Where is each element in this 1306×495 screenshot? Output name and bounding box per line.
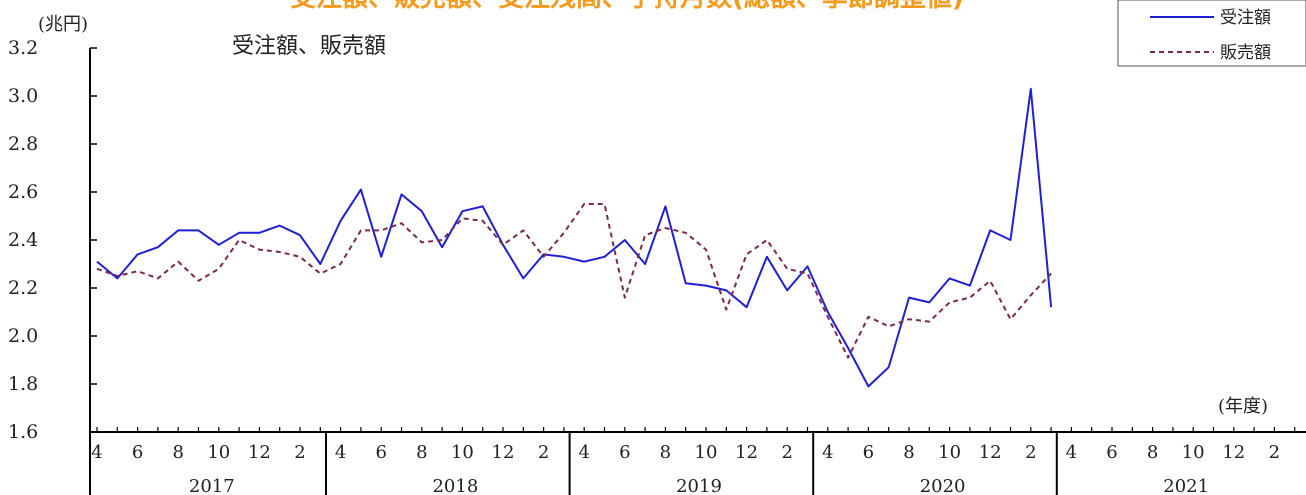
legend-label-orders: 受注額 [1220,8,1271,28]
y-tick-label: 1.6 [8,421,38,443]
x-year-label: 2019 [676,476,722,495]
x-month-label: 6 [619,442,630,463]
legend-box [1117,0,1306,67]
x-month-label: 8 [172,442,183,463]
x-month-label: 12 [1222,442,1245,463]
x-month-label: 2 [538,442,549,463]
y-unit-label: (兆円) [38,14,88,35]
x-month-label: 6 [863,442,874,463]
x-month-label: 12 [735,442,758,463]
y-tick-label: 2.4 [8,229,38,251]
x-month-label: 12 [492,442,515,463]
x-year-label: 2021 [1163,476,1209,495]
x-month-label: 8 [660,442,671,463]
x-month-label: 4 [1066,442,1077,463]
x-year-label: 2020 [920,476,966,495]
y-tick-label: 2.0 [8,325,38,347]
x-month-label: 8 [1147,442,1158,463]
x-month-label: 6 [132,442,143,463]
x-month-label: 4 [822,442,833,463]
x-month-label: 8 [903,442,914,463]
x-year-label: 2018 [432,476,478,495]
x-month-label: 10 [938,442,961,463]
x-month-label: 10 [695,442,718,463]
y-tick-label: 2.8 [8,133,38,155]
chart-title: 受注額、販売額 [232,34,386,59]
x-month-label: 4 [91,442,102,463]
x-month-label: 6 [1106,442,1117,463]
y-tick-label: 3.2 [8,37,38,59]
x-month-label: 4 [578,442,589,463]
x-month-label: 8 [416,442,427,463]
x-month-label: 12 [248,442,271,463]
x-unit-label: (年度) [1218,396,1268,417]
x-month-label: 2 [1269,442,1280,463]
legend-label-sales: 販売額 [1220,43,1271,63]
x-month-label: 4 [335,442,346,463]
x-month-label: 10 [207,442,230,463]
legend: 受注額 販売額 [1117,0,1306,67]
y-tick-label: 2.6 [8,181,38,203]
x-year-label: 2017 [189,476,235,495]
x-ticks: 4 6 8 10 12 2 2017 4 6 8 10 12 2 2018 4 6 8 10 12 2 2019 4 6 8 1… [91,427,1296,495]
series-line-orders [96,87,1053,388]
x-month-label: 12 [979,442,1002,463]
x-month-label: 2 [294,442,305,463]
y-ticks: 1.6 1.8 2.0 2.2 2.4 2.6 2.8 3.0 3.2 [8,37,97,443]
x-month-label: 6 [375,442,386,463]
x-month-label: 2 [781,442,792,463]
page-title: 受注額、販売額、受注残高、手持月数(総額、季節調整値) [290,0,964,13]
x-month-label: 2 [1025,442,1036,463]
series-layer [96,87,1053,388]
y-tick-label: 2.2 [8,277,38,299]
x-month-label: 10 [451,442,474,463]
x-month-label: 10 [1182,442,1205,463]
y-tick-label: 3.0 [8,85,38,107]
y-tick-label: 1.8 [8,373,38,395]
series-line-sales [96,203,1052,359]
